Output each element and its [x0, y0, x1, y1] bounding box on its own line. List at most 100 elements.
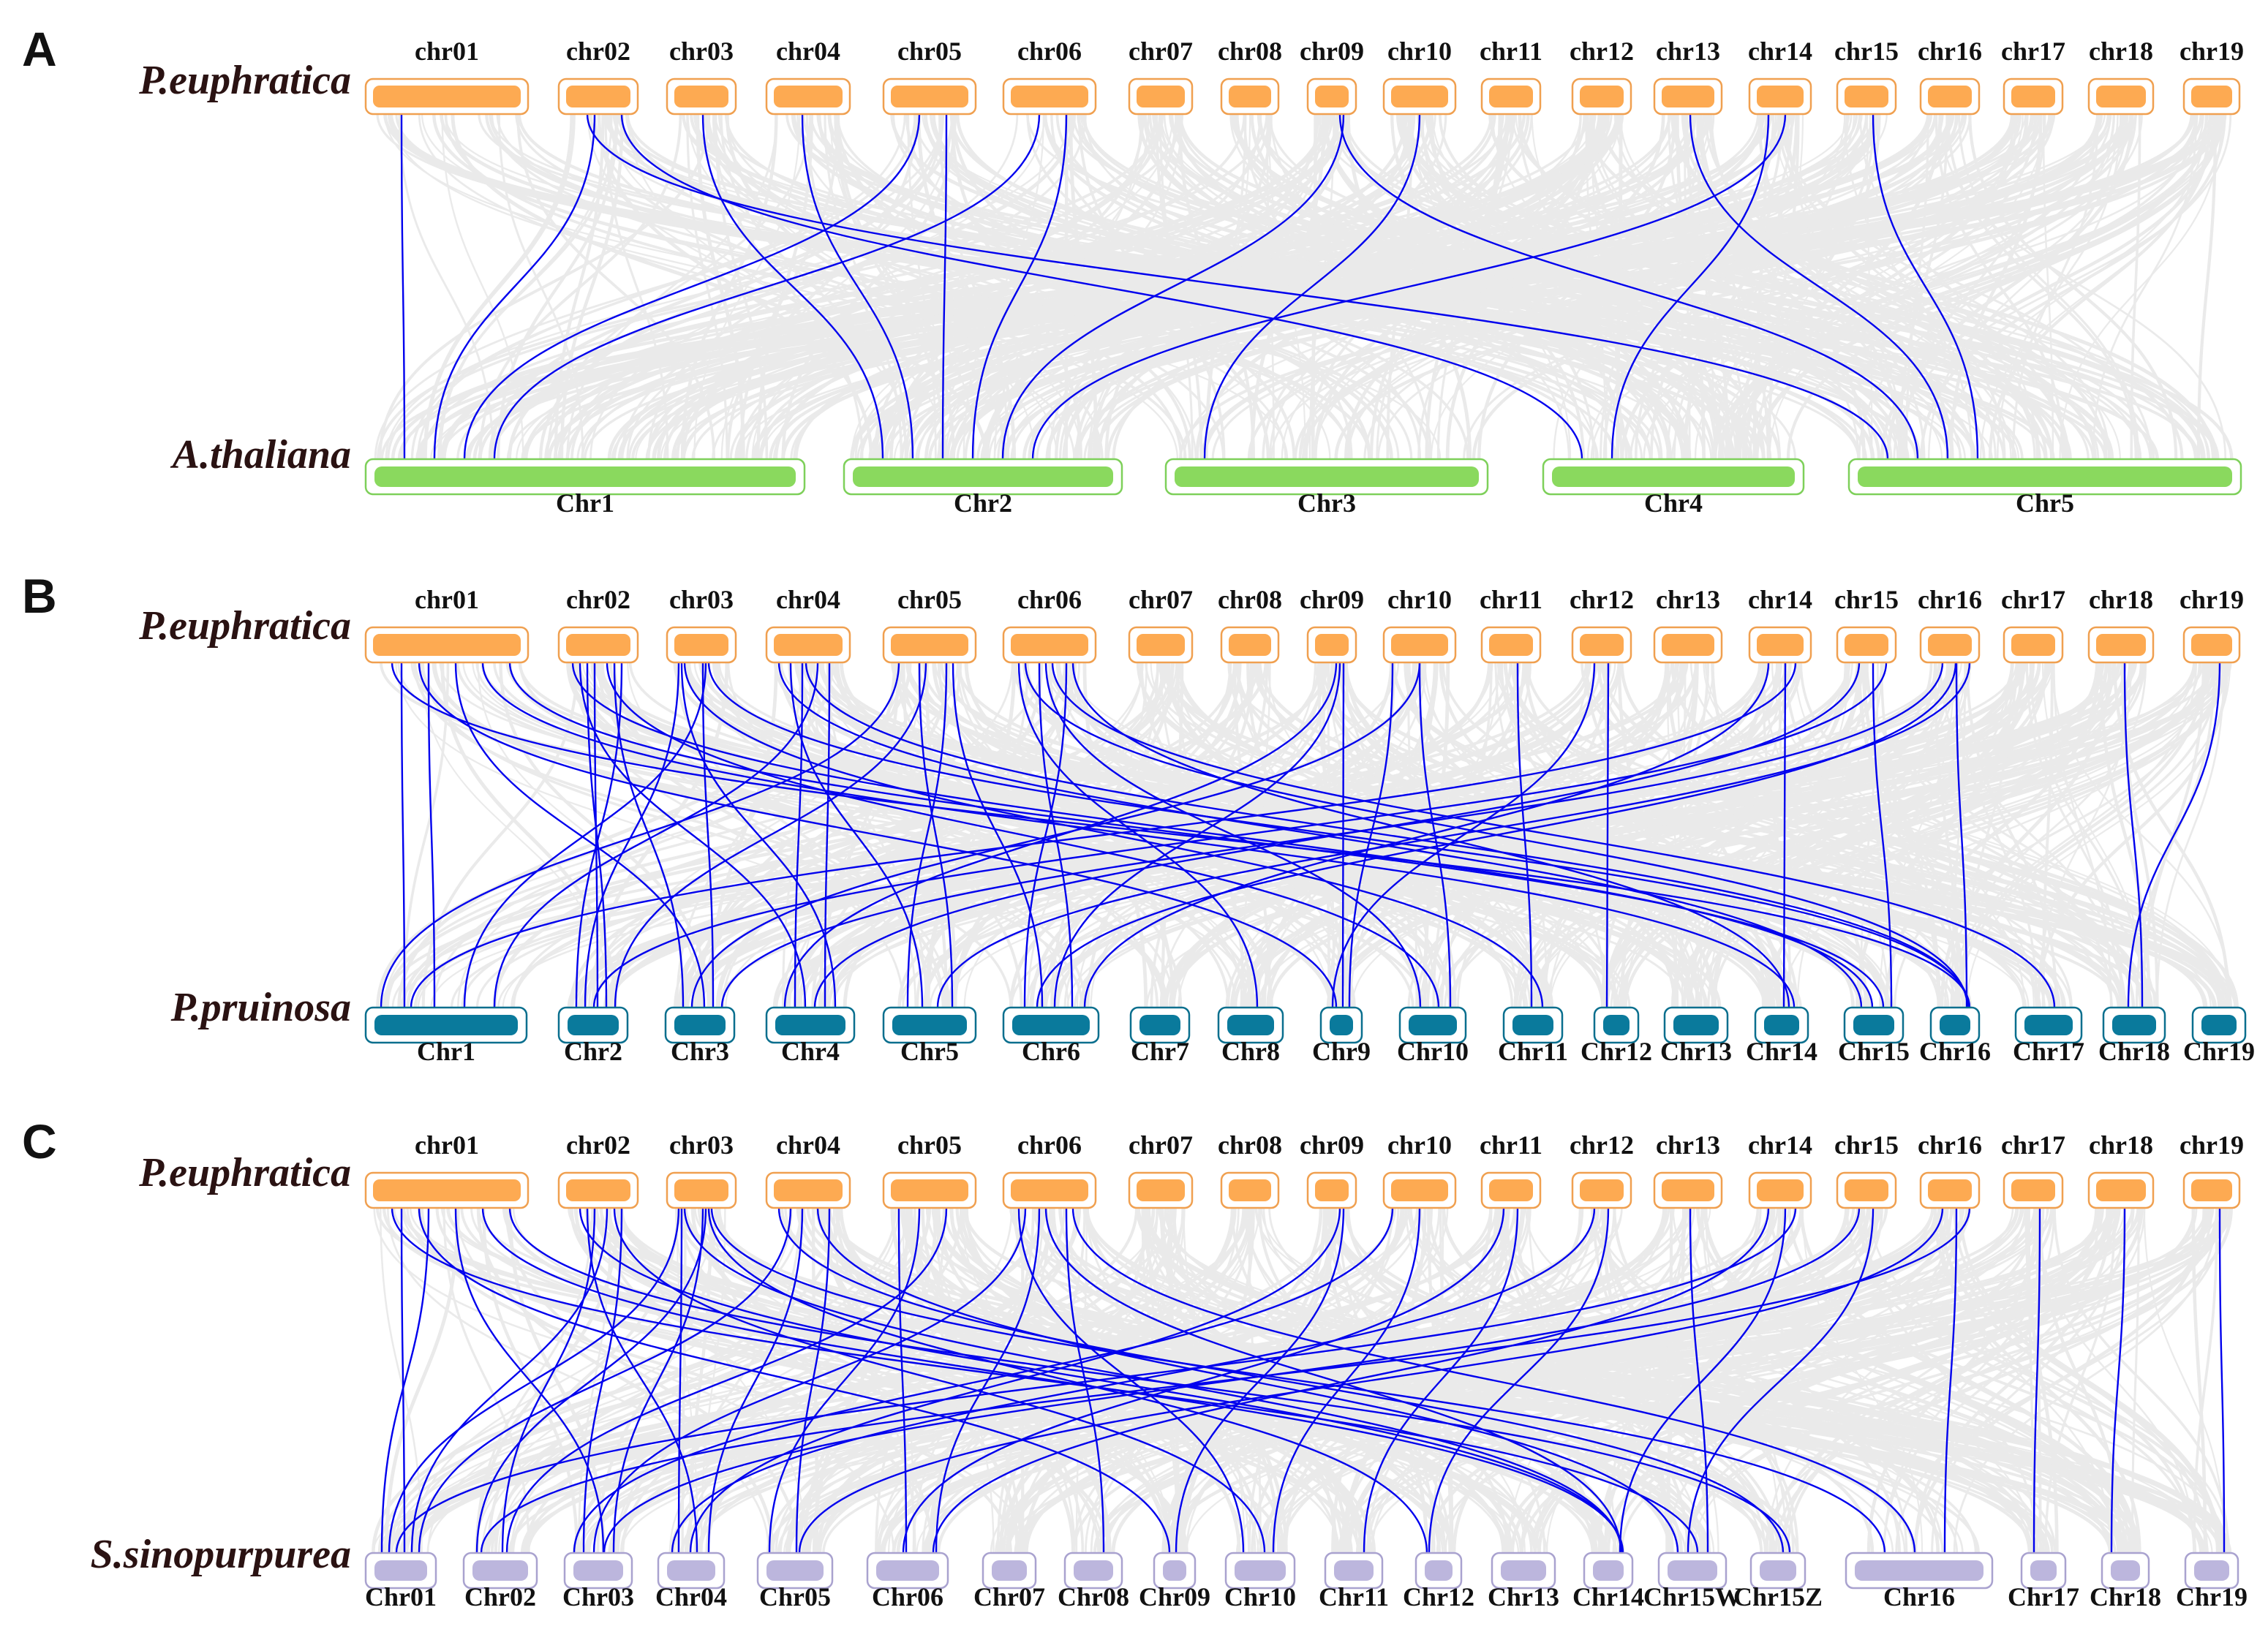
chromosome-label: chr17	[2001, 1130, 2065, 1160]
background-link	[378, 113, 711, 460]
bottom-chromosome-Chr01: Chr01	[364, 1552, 437, 1611]
chromosome-bar	[1229, 1179, 1271, 1201]
chromosome-label: chr06	[1017, 37, 1082, 66]
background-link	[900, 662, 1272, 1008]
link-chr15-Chr15W	[1687, 1207, 1875, 1554]
background-link	[1590, 113, 2204, 460]
link-chr14-Chr2	[1031, 113, 1787, 460]
chromosome-bar	[2011, 86, 2055, 107]
chromosome-bar	[1673, 1015, 1719, 1035]
top-chromosome-chr05: chr05	[882, 1130, 977, 1209]
top-chromosome-chr11: chr11	[1480, 37, 1542, 116]
background-link	[1229, 662, 1802, 1008]
background-link	[1246, 662, 1348, 1008]
chromosome-label: Chr16	[1883, 1582, 1955, 1611]
chromosome-label: chr18	[2089, 585, 2153, 614]
background-link	[2193, 1207, 2219, 1554]
chromosome-bar	[1175, 466, 1479, 487]
background-link	[2196, 113, 2218, 460]
panel-letter: B	[22, 569, 57, 623]
top-chromosome-chr04: chr04	[765, 1130, 851, 1209]
chromosome-label: Chr19	[2183, 1037, 2255, 1066]
background-link	[777, 1207, 2023, 1554]
link-chr14-Chr4	[1610, 113, 1770, 460]
link-chr04-Chr15	[777, 662, 1863, 1008]
background-link	[1017, 1207, 1533, 1554]
link-chr02-Chr03	[582, 1207, 623, 1554]
background-link	[1696, 1207, 2137, 1554]
chromosome-bar	[2030, 1560, 2057, 1581]
chromosome-bar	[1425, 1560, 1453, 1581]
chromosome-bar	[2112, 1015, 2156, 1035]
background-link	[1779, 113, 2152, 460]
chromosome-label: Chr08	[1058, 1582, 1129, 1611]
background-link	[1335, 662, 1847, 1008]
chromosome-label: chr07	[1129, 585, 1193, 614]
background-link	[1439, 113, 1986, 460]
background-link	[499, 662, 710, 1008]
chromosome-label: chr16	[1918, 1130, 1982, 1160]
link-chr10-Chr3	[1203, 113, 1421, 460]
link-chr03-Chr16	[710, 1207, 1886, 1554]
background-link	[720, 113, 908, 460]
chromosome-label: chr12	[1570, 37, 1634, 66]
chromosome-label: Chr13	[1488, 1582, 1559, 1611]
background-link	[1584, 662, 1782, 1008]
chromosome-label: chr19	[2180, 1130, 2244, 1160]
chromosome-bar	[1137, 634, 1185, 656]
link-chr15-Chr15	[1872, 662, 1893, 1008]
background-link	[1343, 113, 1962, 460]
chromosome-label: chr09	[1300, 585, 1364, 614]
chromosome-bar	[374, 1015, 518, 1035]
background-link	[1393, 662, 2113, 1008]
background-link	[613, 662, 951, 1008]
chromosome-bar	[2096, 86, 2146, 107]
background-link	[720, 113, 953, 460]
background-link	[1020, 1207, 1708, 1554]
chromosome-bar	[1011, 1179, 1088, 1201]
chromosome-label: Chr02	[464, 1582, 536, 1611]
background-link	[997, 113, 1533, 460]
chromosome-bar	[1757, 86, 1804, 107]
chromosome-label: Chr18	[2090, 1582, 2161, 1611]
background-link	[701, 662, 962, 1008]
top-chromosome-chr13: chr13	[1653, 585, 1723, 664]
top-chromosome-chr06: chr06	[1002, 585, 1097, 664]
link-chr03-Chr01	[388, 1207, 680, 1554]
link-chr12-Chr9	[1331, 662, 1596, 1008]
background-link	[699, 1207, 1099, 1554]
chromosome-bar	[2096, 634, 2146, 656]
link-chr09-Chr6	[1053, 662, 1341, 1008]
link-chr06-Chr14	[1071, 662, 1790, 1008]
chromosome-bar	[775, 1015, 845, 1035]
link-chr04-Chr4	[824, 662, 831, 1008]
top-chromosome-chr09: chr09	[1300, 37, 1364, 116]
bottom-chromosome-Chr11: Chr11	[1319, 1552, 1389, 1611]
background-link	[569, 662, 1175, 1008]
link-chr04-Chr15W	[816, 1207, 1679, 1554]
background-link	[594, 1207, 1454, 1554]
link-chr06-Chr08	[1065, 1207, 1105, 1554]
chromosome-bar	[1858, 466, 2232, 487]
chromosome-label: Chr16	[1919, 1037, 1991, 1066]
link-chr02-Chr01	[410, 1207, 609, 1554]
link-chr03-Chr14	[683, 1207, 1623, 1554]
chromosome-bar	[774, 1179, 843, 1201]
chromosome-label: chr12	[1570, 1130, 1634, 1160]
background-link	[486, 1207, 679, 1554]
link-chr01-Chr01	[380, 1207, 430, 1554]
background-link	[1395, 113, 2048, 460]
background-link	[1684, 113, 1691, 460]
chromosome-label: chr05	[897, 37, 962, 66]
top-chromosome-chr08: chr08	[1218, 37, 1282, 116]
chromosome-label: chr09	[1300, 37, 1364, 66]
link-chr14-Chr14	[1619, 1207, 1787, 1554]
chromosome-label: chr18	[2089, 1130, 2153, 1160]
chromosome-label: Chr13	[1660, 1037, 1732, 1066]
chromosome-label: chr13	[1656, 1130, 1720, 1160]
link-chr03-Chr4	[680, 662, 837, 1008]
top-chromosome-chr18: chr18	[2087, 37, 2155, 116]
background-link	[1451, 662, 1959, 1008]
chromosome-label: chr07	[1129, 37, 1193, 66]
top-chromosome-chr05: chr05	[882, 585, 977, 664]
